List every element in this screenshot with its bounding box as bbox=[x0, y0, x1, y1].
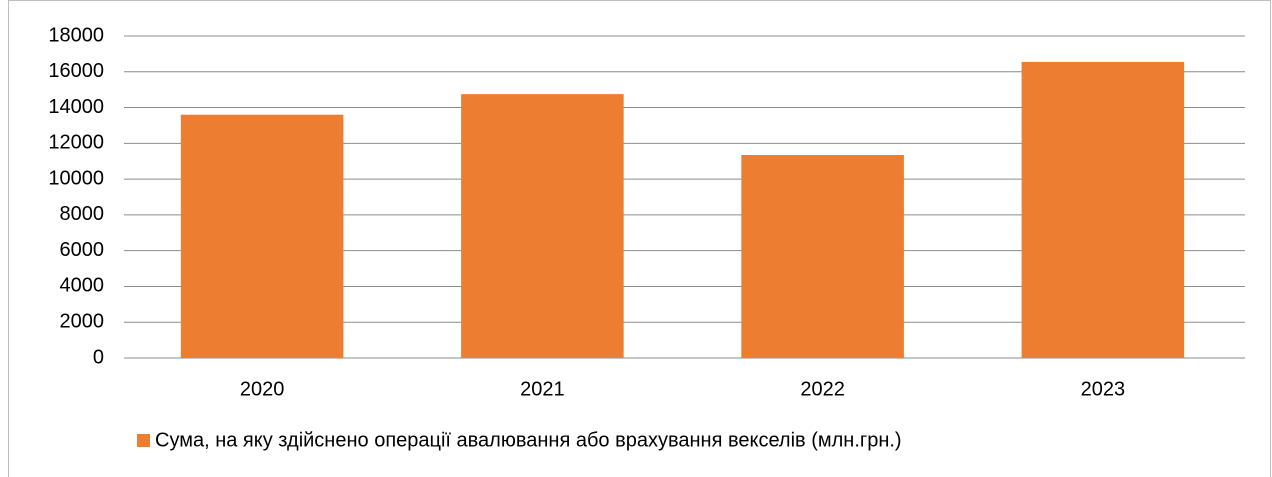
bar bbox=[180, 114, 344, 358]
x-tick-label: 2023 bbox=[1081, 378, 1126, 400]
x-tick-label: 2020 bbox=[240, 378, 285, 400]
y-tick-label: 4000 bbox=[60, 275, 105, 297]
bar bbox=[741, 154, 904, 358]
legend-swatch bbox=[137, 434, 150, 447]
bar bbox=[461, 94, 624, 358]
y-tick-label: 16000 bbox=[48, 60, 104, 82]
bar bbox=[1021, 61, 1185, 358]
y-tick-label: 12000 bbox=[48, 132, 104, 154]
y-tick-label: 0 bbox=[93, 346, 104, 368]
y-tick-label: 18000 bbox=[48, 24, 104, 46]
y-tick-label: 6000 bbox=[60, 239, 105, 261]
y-tick-label: 14000 bbox=[48, 96, 104, 118]
y-tick-label: 8000 bbox=[60, 203, 105, 225]
legend-label: Сума, на яку здійснено операції авалюван… bbox=[155, 429, 902, 451]
x-tick-label: 2021 bbox=[520, 378, 565, 400]
y-tick-label: 10000 bbox=[48, 167, 104, 189]
x-tick-label: 2022 bbox=[800, 378, 845, 400]
y-tick-label: 2000 bbox=[60, 311, 105, 333]
